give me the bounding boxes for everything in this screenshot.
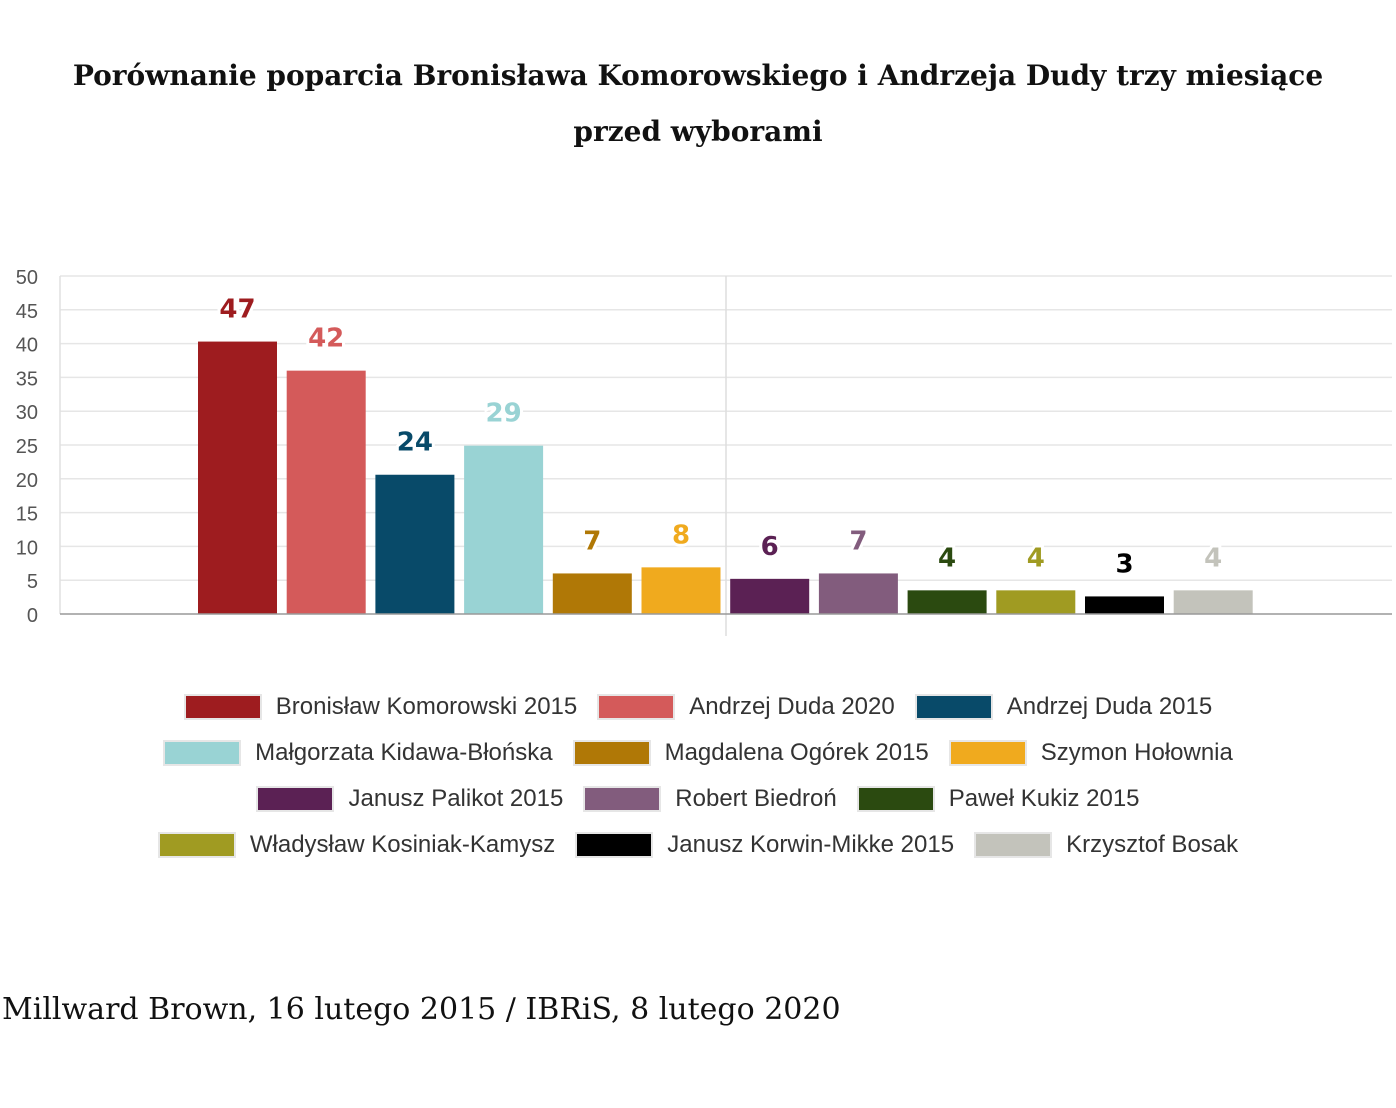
data-label: 6 <box>761 532 779 562</box>
legend-label: Janusz Palikot 2015 <box>348 785 564 812</box>
legend-label: Andrzej Duda 2015 <box>1006 693 1213 720</box>
legend-swatch <box>914 694 993 720</box>
legend-item[interactable]: Magdalena Ogórek 2015 <box>572 739 929 767</box>
legend-item[interactable]: Janusz Palikot 2015 <box>256 785 563 813</box>
legend-item[interactable]: Krzysztof Bosak <box>974 831 1238 859</box>
legend-item[interactable]: Władysław Kosiniak-Kamysz <box>157 831 556 859</box>
bar-chart: 0 5 10 15 20 25 30 35 40 45 50 47 42 24 29 7 8 6 7 4 4 3 4 <box>16 267 1392 636</box>
bar <box>464 445 544 614</box>
data-label: 42 <box>308 324 344 354</box>
legend-swatch <box>948 740 1027 766</box>
legend-row: Małgorzata Kidawa-Błońska Magdalena Ogóre… <box>0 730 1396 776</box>
legend-label: Robert Biedroń <box>675 785 837 812</box>
data-label: 3 <box>1115 549 1133 579</box>
legend-label: Szymon Hołownia <box>1040 739 1233 766</box>
legend-label: Magdalena Ogórek 2015 <box>664 739 929 766</box>
legend-swatch <box>583 786 662 812</box>
legend-swatch <box>572 740 651 766</box>
data-label: 7 <box>583 526 601 556</box>
bar <box>1173 590 1253 614</box>
bar <box>552 573 632 614</box>
legend-label: Andrzej Duda 2020 <box>689 693 895 720</box>
bar <box>198 341 277 614</box>
bar <box>996 590 1076 614</box>
legend-swatch <box>974 832 1053 858</box>
legend-item[interactable]: Bronisław Komorowski 2015 <box>183 693 578 721</box>
y-tick-label: 5 <box>27 571 38 593</box>
data-label: 4 <box>938 543 956 573</box>
legend-item[interactable]: Andrzej Duda 2020 <box>597 693 895 721</box>
legend-label: Władysław Kosiniak-Kamysz <box>249 831 556 858</box>
data-label: 4 <box>1027 543 1045 573</box>
y-tick-label: 0 <box>27 605 38 627</box>
legend-swatch <box>856 786 935 812</box>
legend-item[interactable]: Paweł Kukiz 2015 <box>856 785 1140 813</box>
bar <box>375 474 455 614</box>
legend-label: Paweł Kukiz 2015 <box>948 785 1140 812</box>
bar <box>730 578 810 614</box>
data-label: 4 <box>1204 543 1222 573</box>
y-tick-label: 45 <box>16 301 38 323</box>
legend-swatch <box>256 786 335 812</box>
legend-item[interactable]: Janusz Korwin-Mikke 2015 <box>575 831 954 859</box>
bar <box>1085 596 1164 614</box>
legend-row: Władysław Kosiniak-Kamysz Janusz Korwin-M… <box>0 822 1396 868</box>
legend-item[interactable]: Robert Biedroń <box>583 785 837 813</box>
chart-title: Porównanie poparcia Bronisława Komorowsk… <box>0 48 1396 160</box>
bar <box>818 573 898 614</box>
y-tick-label: 50 <box>16 267 38 289</box>
source-note: Millward Brown, 16 lutego 2015 / IBRiS, … <box>2 992 841 1027</box>
legend-label: Małgorzata Kidawa-Błońska <box>255 739 553 766</box>
legend-swatch <box>163 740 242 766</box>
y-tick-label: 25 <box>16 436 38 458</box>
legend-swatch <box>575 832 654 858</box>
data-label: 24 <box>397 428 433 458</box>
data-label: 8 <box>672 520 690 550</box>
y-tick-label: 35 <box>16 368 38 390</box>
bar <box>286 370 366 614</box>
y-tick-label: 15 <box>16 504 38 526</box>
data-label: 29 <box>486 399 522 429</box>
legend-row: Janusz Palikot 2015 Robert Biedroń Paweł K… <box>0 776 1396 822</box>
y-tick-label: 40 <box>16 335 38 357</box>
chart-title-line-1: Porównanie poparcia Bronisława Komorowsk… <box>72 59 1324 92</box>
data-label: 7 <box>849 526 867 556</box>
legend-item[interactable]: Szymon Hołownia <box>948 739 1233 767</box>
legend-swatch <box>183 694 262 720</box>
bar <box>641 567 721 614</box>
chart-legend: Bronisław Komorowski 2015 Andrzej Duda 20… <box>0 684 1396 868</box>
chart-title-line-2: przed wyborami <box>573 115 823 148</box>
legend-row: Bronisław Komorowski 2015 Andrzej Duda 20… <box>0 684 1396 730</box>
y-tick-label: 30 <box>16 402 38 424</box>
legend-swatch <box>157 832 236 858</box>
legend-item[interactable]: Małgorzata Kidawa-Błońska <box>163 739 553 767</box>
bar <box>907 590 987 614</box>
y-tick-label: 10 <box>16 537 38 559</box>
legend-label: Janusz Korwin-Mikke 2015 <box>667 831 955 858</box>
legend-item[interactable]: Andrzej Duda 2015 <box>914 693 1213 721</box>
legend-swatch <box>597 694 676 720</box>
legend-label: Krzysztof Bosak <box>1066 831 1239 858</box>
legend-label: Bronisław Komorowski 2015 <box>275 693 578 720</box>
y-tick-label: 20 <box>16 470 38 492</box>
data-label: 47 <box>219 295 255 325</box>
